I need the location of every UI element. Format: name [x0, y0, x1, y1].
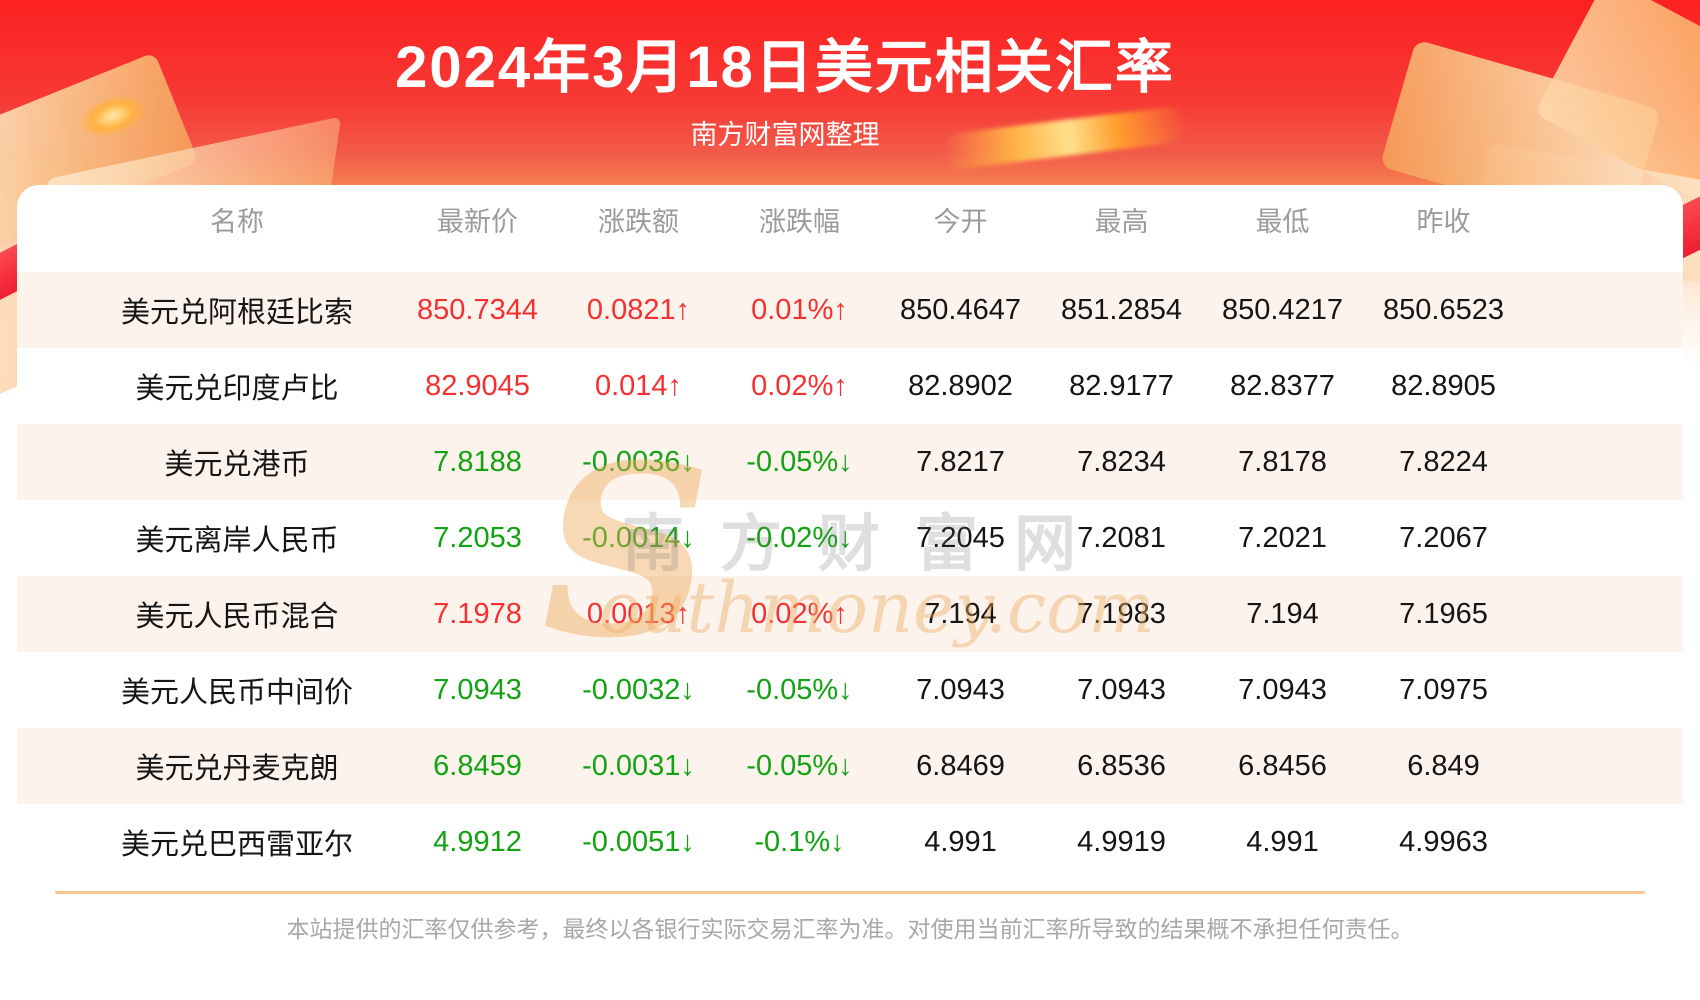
- low-price: 6.8456: [1238, 749, 1327, 782]
- currency-pair-name: 美元兑丹麦克朗: [135, 753, 339, 785]
- table-row: 美元兑港币 7.8188 -0.0036↓ -0.05%↓ 7.8217 7.8234 7.…: [17, 424, 1683, 500]
- prev-close-price: 7.0975: [1399, 673, 1488, 706]
- change-percent: -0.05%↓: [746, 749, 853, 782]
- footer-divider: [55, 891, 1645, 894]
- high-price: 7.0943: [1077, 673, 1166, 706]
- change-amount: 0.014↑: [594, 369, 683, 402]
- change-percent: 0.02%↑: [751, 369, 848, 402]
- open-price: 850.4647: [900, 293, 1021, 326]
- low-price: 7.0943: [1238, 673, 1327, 706]
- change-percent: -0.1%↓: [754, 825, 845, 858]
- column-header-2: 涨跌额: [598, 207, 679, 237]
- latest-price: 7.8188: [433, 445, 522, 478]
- page-subtitle: 南方财富网整理: [690, 120, 880, 150]
- table-row: 美元人民币混合 7.1978 0.0013↑ 0.02%↑ 7.194 7.1983 7.1…: [17, 576, 1683, 652]
- column-header-1: 最新价: [437, 207, 518, 237]
- table-header-row: 名称 最新价 涨跌额 涨跌幅 今开 最高 最低 昨收: [17, 185, 1683, 272]
- change-percent: 0.01%↑: [751, 293, 848, 326]
- currency-pair-name: 美元人民币混合: [135, 601, 339, 633]
- column-header-3: 涨跌幅: [759, 207, 840, 237]
- currency-pair-name: 美元兑印度卢比: [135, 373, 339, 405]
- prev-close-price: 6.849: [1407, 749, 1480, 782]
- low-price: 82.8377: [1230, 369, 1335, 402]
- page-title: 2024年3月18日美元相关汇率: [395, 35, 1175, 100]
- low-price: 7.8178: [1238, 445, 1327, 478]
- high-price: 851.2854: [1061, 293, 1182, 326]
- latest-price: 6.8459: [433, 749, 522, 782]
- prev-close-price: 7.2067: [1399, 521, 1488, 554]
- open-price: 7.2045: [916, 521, 1005, 554]
- change-amount: -0.0031↓: [582, 749, 695, 782]
- column-header-5: 最高: [1094, 207, 1149, 237]
- high-price: 6.8536: [1077, 749, 1166, 782]
- disclaimer-text: 本站提供的汇率仅供参考，最终以各银行实际交易汇率为准。对使用当前汇率所导致的结果…: [286, 916, 1414, 942]
- prev-close-price: 7.1965: [1399, 597, 1488, 630]
- currency-pair-name: 美元人民币中间价: [120, 677, 353, 709]
- latest-price: 4.9912: [433, 825, 522, 858]
- currency-pair-name: 美元兑巴西雷亚尔: [120, 829, 353, 861]
- low-price: 4.991: [1246, 825, 1319, 858]
- change-amount: -0.0014↓: [582, 521, 695, 554]
- high-price: 4.9919: [1077, 825, 1166, 858]
- table-row: 美元兑巴西雷亚尔 4.9912 -0.0051↓ -0.1%↓ 4.991 4.9919 4…: [17, 804, 1683, 880]
- latest-price: 7.2053: [433, 521, 522, 554]
- table-row: 美元兑阿根廷比索 850.7344 0.0821↑ 0.01%↑ 850.4647 851…: [17, 272, 1683, 348]
- high-price: 82.9177: [1069, 369, 1174, 402]
- column-header-6: 最低: [1255, 207, 1310, 237]
- open-price: 4.991: [924, 825, 997, 858]
- change-amount: -0.0032↓: [582, 673, 695, 706]
- change-percent: 0.02%↑: [751, 597, 848, 630]
- table-row: 美元兑丹麦克朗 6.8459 -0.0031↓ -0.05%↓ 6.8469 6.8536…: [17, 728, 1683, 804]
- high-price: 7.8234: [1077, 445, 1166, 478]
- change-amount: 0.0013↑: [586, 597, 691, 630]
- high-price: 7.1983: [1077, 597, 1166, 630]
- open-price: 6.8469: [916, 749, 1005, 782]
- change-percent: -0.02%↓: [746, 521, 853, 554]
- change-percent: -0.05%↓: [746, 445, 853, 478]
- latest-price: 82.9045: [425, 369, 530, 402]
- open-price: 7.8217: [916, 445, 1005, 478]
- table-body: 美元兑阿根廷比索 850.7344 0.0821↑ 0.01%↑ 850.4647 851…: [17, 272, 1683, 880]
- column-header-7: 昨收: [1416, 207, 1471, 237]
- table-row: 美元人民币中间价 7.0943 -0.0032↓ -0.05%↓ 7.0943 7.094…: [17, 652, 1683, 728]
- currency-pair-name: 美元离岸人民币: [135, 525, 339, 557]
- latest-price: 850.7344: [417, 293, 538, 326]
- prev-close-price: 4.9963: [1399, 825, 1488, 858]
- currency-pair-name: 美元兑阿根廷比索: [120, 297, 353, 329]
- rates-table-card: 名称 最新价 涨跌额 涨跌幅 今开 最高 最低 昨收 美元兑阿根廷比索 850.7344 0.08…: [17, 185, 1683, 1000]
- table-row: 美元兑印度卢比 82.9045 0.014↑ 0.02%↑ 82.8902 82.9177…: [17, 348, 1683, 424]
- low-price: 850.4217: [1222, 293, 1343, 326]
- column-header-0: 名称: [210, 207, 264, 237]
- currency-pair-name: 美元兑港币: [164, 449, 310, 481]
- change-amount: -0.0051↓: [582, 825, 695, 858]
- column-header-4: 今开: [933, 207, 988, 237]
- latest-price: 7.0943: [433, 673, 522, 706]
- latest-price: 7.1978: [433, 597, 522, 630]
- open-price: 7.194: [924, 597, 997, 630]
- open-price: 82.8902: [908, 369, 1013, 402]
- low-price: 7.194: [1246, 597, 1319, 630]
- change-percent: -0.05%↓: [746, 673, 853, 706]
- prev-close-price: 7.8224: [1399, 445, 1488, 478]
- prev-close-price: 850.6523: [1383, 293, 1504, 326]
- table-row: 美元离岸人民币 7.2053 -0.0014↓ -0.02%↓ 7.2045 7.2081…: [17, 500, 1683, 576]
- low-price: 7.2021: [1238, 521, 1327, 554]
- change-amount: -0.0036↓: [582, 445, 695, 478]
- open-price: 7.0943: [916, 673, 1005, 706]
- prev-close-price: 82.8905: [1391, 369, 1496, 402]
- change-amount: 0.0821↑: [586, 293, 691, 326]
- high-price: 7.2081: [1077, 521, 1166, 554]
